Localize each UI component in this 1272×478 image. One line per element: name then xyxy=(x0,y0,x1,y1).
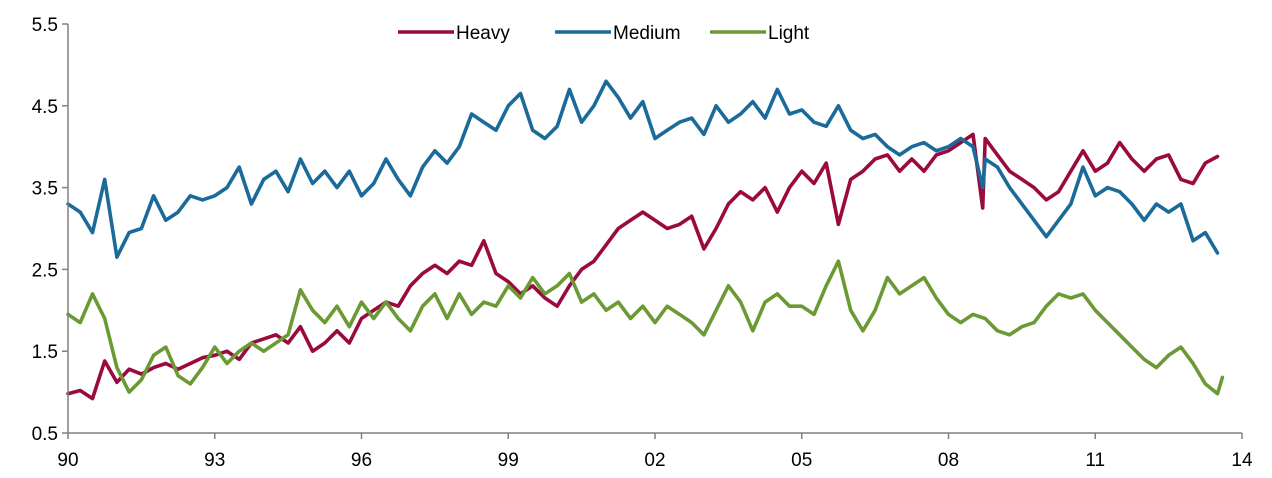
x-tick-label: 11 xyxy=(1085,450,1105,471)
legend-item-medium: Medium xyxy=(555,23,681,44)
legend-label: Medium xyxy=(613,23,681,44)
series-line-light xyxy=(66,259,1225,396)
y-tick-label: 5.5 xyxy=(32,15,58,36)
y-axis-ticks: 0.5 1.5 2.5 3.5 4.5 5.5 xyxy=(32,15,68,445)
x-tick-label: 02 xyxy=(644,450,665,471)
y-tick-label: 2.5 xyxy=(32,260,58,281)
series-line-medium xyxy=(66,79,1220,259)
series-layer xyxy=(66,79,1225,401)
y-tick-label: 1.5 xyxy=(32,342,58,363)
x-tick-label: 90 xyxy=(57,450,78,471)
series-line-heavy xyxy=(66,132,1220,401)
y-tick-label: 0.5 xyxy=(32,424,58,445)
x-axis-ticks: 90 93 96 99 02 05 08 11 14 xyxy=(57,433,1253,471)
x-tick-label: 14 xyxy=(1231,450,1253,471)
x-tick-label: 96 xyxy=(351,450,372,471)
axes-layer xyxy=(67,24,1242,434)
y-tick-label: 3.5 xyxy=(32,179,58,200)
legend-item-light: Light xyxy=(710,23,810,44)
x-tick-label: 08 xyxy=(938,450,959,471)
x-tick-label: 05 xyxy=(791,450,812,471)
x-tick-label: 99 xyxy=(498,450,519,471)
x-tick-label: 93 xyxy=(204,450,225,471)
legend-label: Heavy xyxy=(456,23,510,44)
legend-label: Light xyxy=(768,23,810,44)
legend-item-heavy: Heavy xyxy=(398,23,510,44)
y-tick-label: 4.5 xyxy=(32,97,58,118)
legend: Heavy Medium Light xyxy=(398,23,810,44)
